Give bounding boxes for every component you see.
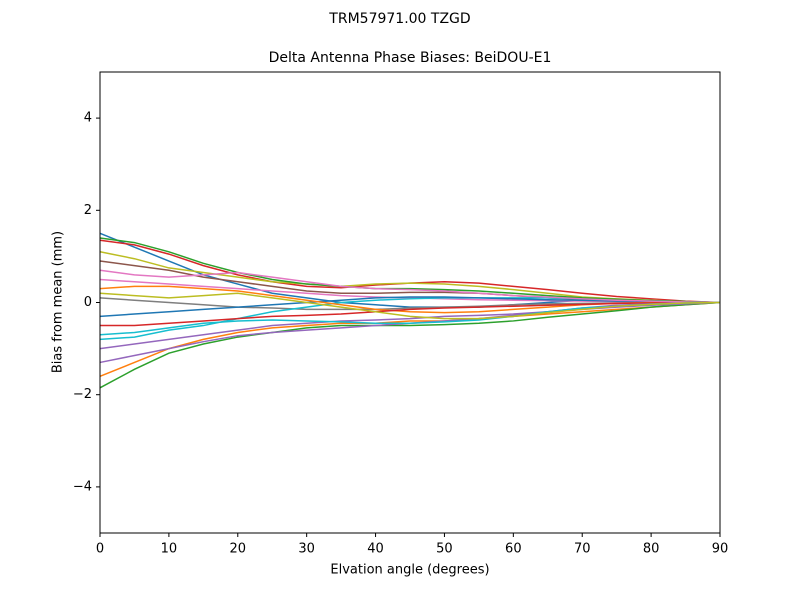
series-line <box>99 301 721 350</box>
series-line <box>99 237 721 304</box>
x-tick-label: 0 <box>96 542 104 557</box>
x-tick-label: 50 <box>436 542 453 557</box>
series-line <box>99 292 721 320</box>
plot-area <box>99 232 721 389</box>
y-tick-label: −4 <box>73 479 92 494</box>
y-tick-label: −2 <box>73 387 92 402</box>
series-line <box>100 301 720 327</box>
y-tick-label: 0 <box>84 295 92 310</box>
y-axis-label: Bias from mean (mm) <box>51 231 66 373</box>
x-tick-label: 70 <box>574 542 591 557</box>
series-line <box>99 296 721 318</box>
x-tick-label: 90 <box>712 542 729 557</box>
series-line <box>99 301 721 389</box>
suptitle: TRM57971.00 TZGD <box>328 11 470 27</box>
x-tick-label: 40 <box>367 542 384 557</box>
series-line <box>99 301 721 377</box>
x-tick-label: 60 <box>505 542 522 557</box>
x-tick-label: 10 <box>161 542 178 557</box>
y-tick-label: 2 <box>84 203 92 218</box>
y-tick-label: 4 <box>84 111 92 126</box>
chart-title: Delta Antenna Phase Biases: BeiDOU-E1 <box>269 50 552 66</box>
x-tick-label: 20 <box>230 542 247 557</box>
series-line <box>99 269 721 304</box>
x-axis-label: Elvation angle (degrees) <box>330 563 489 578</box>
x-tick-label: 80 <box>643 542 660 557</box>
x-tick-label: 30 <box>298 542 315 557</box>
